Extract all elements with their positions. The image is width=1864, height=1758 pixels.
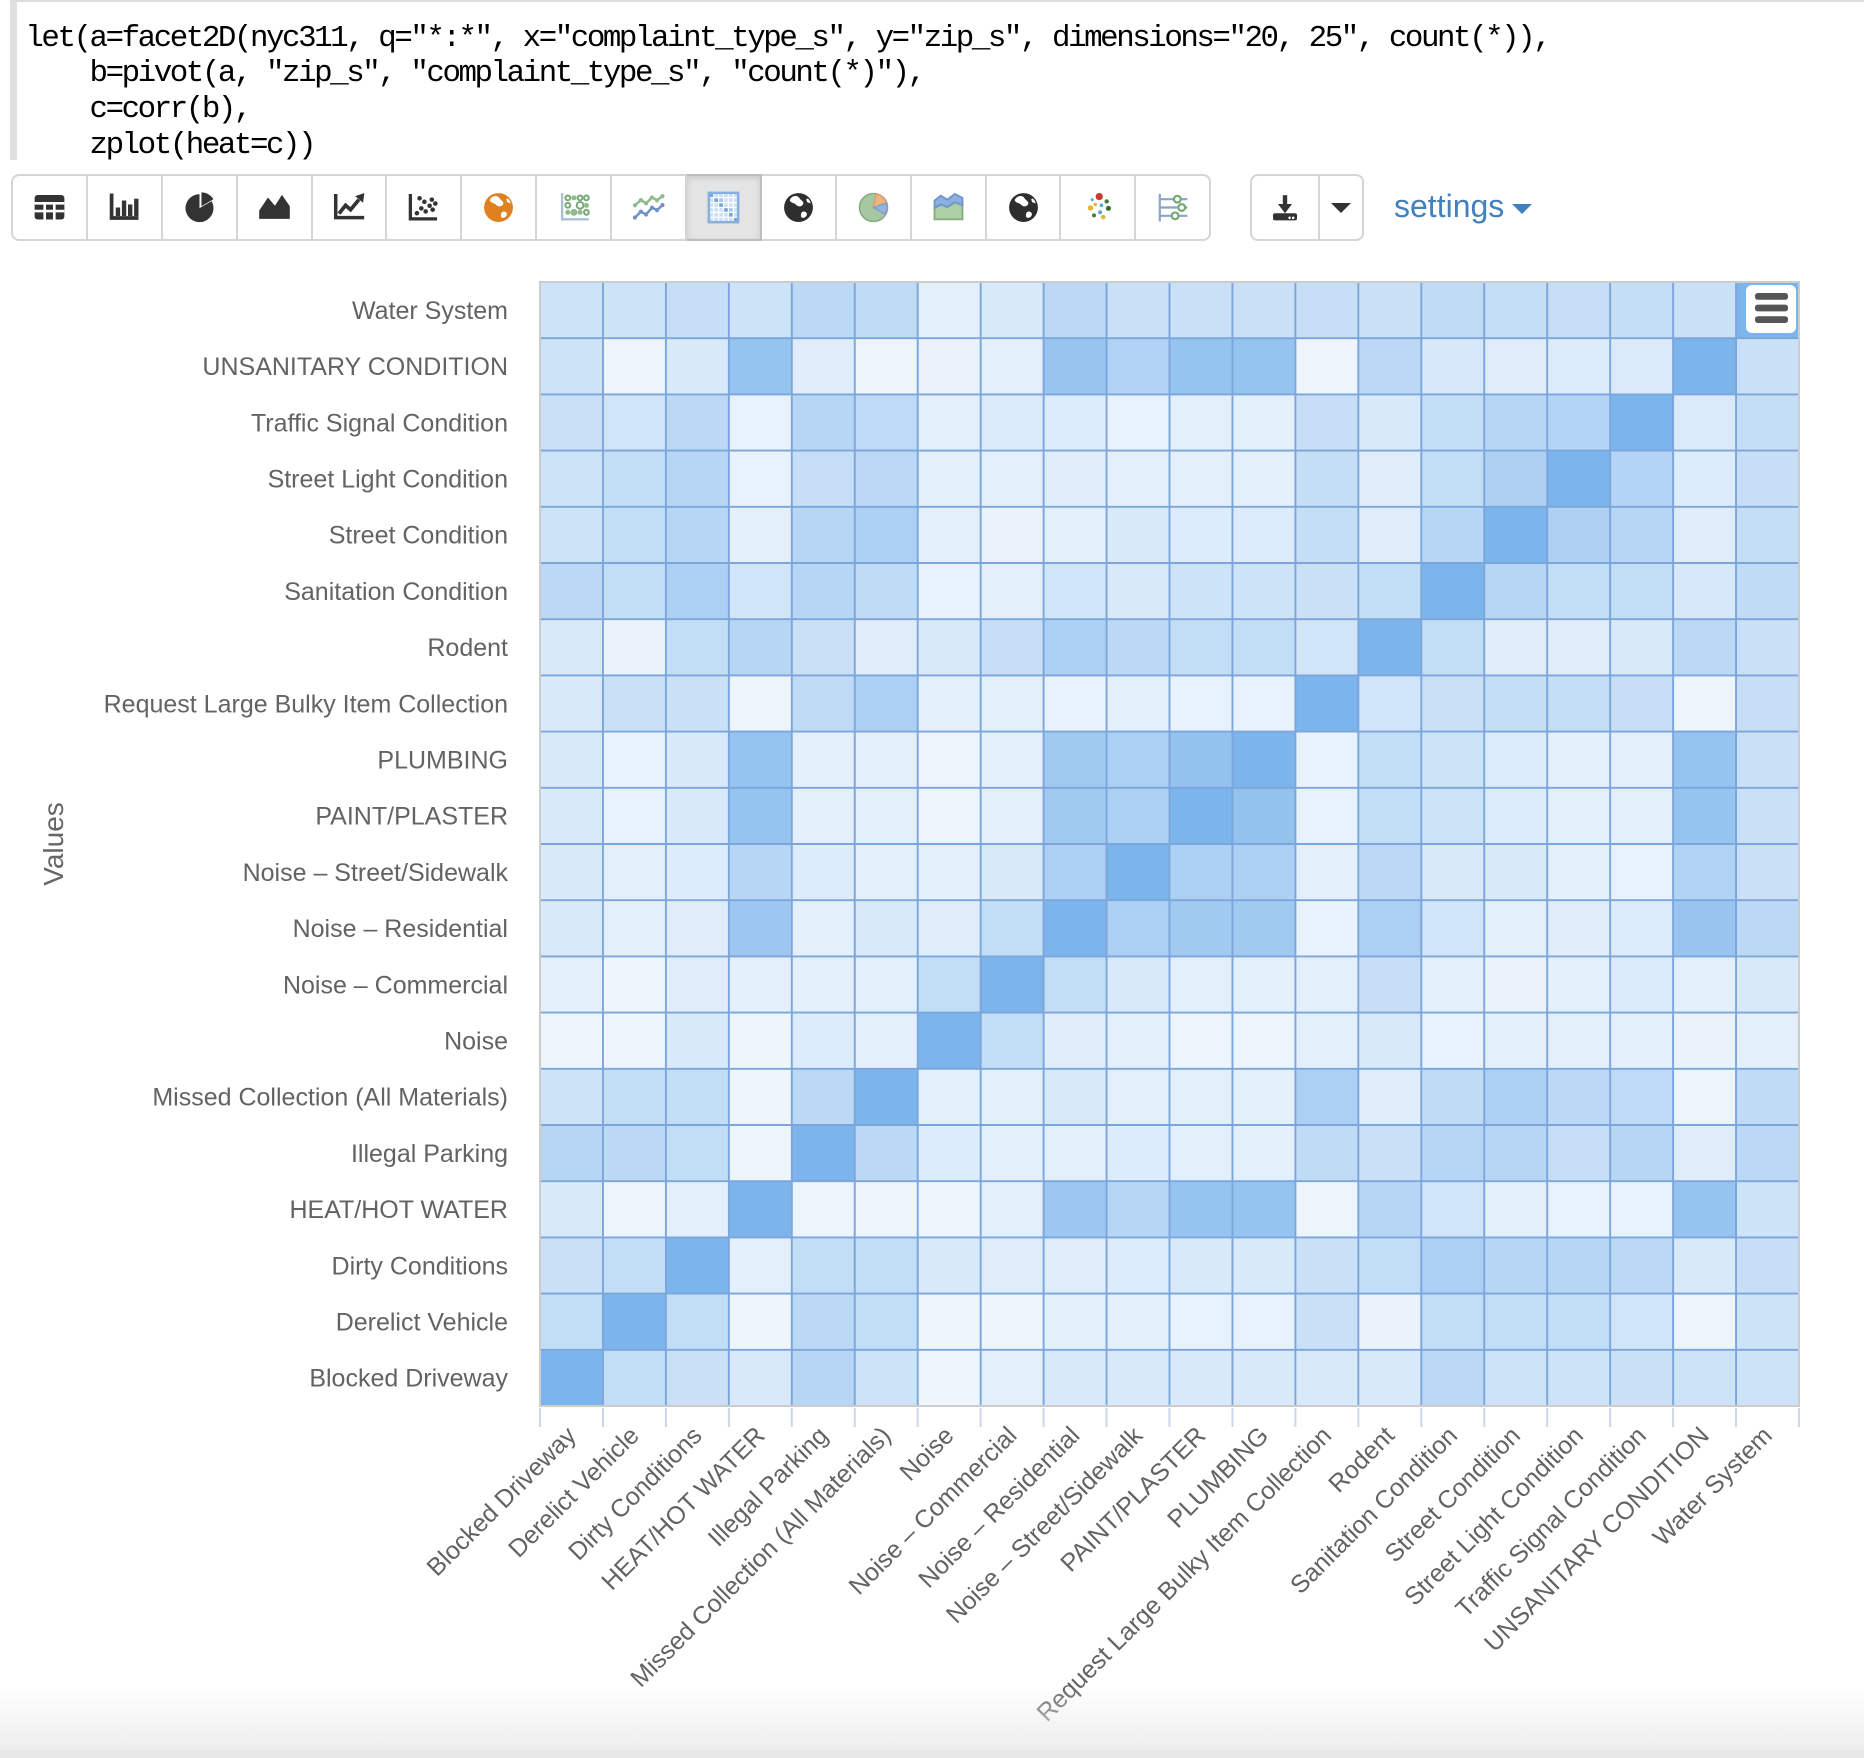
svg-text:Noise – Residential: Noise – Residential	[293, 915, 508, 943]
svg-text:Missed Collection (All Materia: Missed Collection (All Materials)	[152, 1084, 508, 1112]
svg-text:Illegal Parking: Illegal Parking	[351, 1140, 508, 1168]
svg-text:Noise – Commercial: Noise – Commercial	[283, 971, 508, 999]
svg-text:Street Light Condition: Street Light Condition	[268, 466, 508, 494]
svg-text:UNSANITARY CONDITION: UNSANITARY CONDITION	[202, 353, 508, 381]
svg-text:Derelict Vehicle: Derelict Vehicle	[336, 1309, 508, 1337]
svg-text:HEAT/HOT WATER: HEAT/HOT WATER	[289, 1196, 508, 1224]
svg-text:Request Large Bulky Item Colle: Request Large Bulky Item Collection	[104, 690, 508, 718]
svg-text:Street Condition: Street Condition	[329, 522, 508, 550]
svg-text:Traffic Signal Condition: Traffic Signal Condition	[251, 409, 508, 437]
svg-text:Dirty Conditions: Dirty Conditions	[332, 1252, 508, 1280]
svg-text:Noise – Street/Sidewalk: Noise – Street/Sidewalk	[243, 859, 509, 887]
svg-text:Blocked Driveway: Blocked Driveway	[309, 1365, 508, 1393]
svg-text:PAINT/PLASTER: PAINT/PLASTER	[315, 803, 508, 831]
svg-text:Sanitation Condition: Sanitation Condition	[284, 578, 508, 606]
svg-text:Values: Values	[38, 802, 69, 886]
svg-text:PLUMBING: PLUMBING	[377, 747, 508, 775]
svg-text:Water System: Water System	[352, 297, 508, 325]
svg-text:Noise: Noise	[444, 1028, 508, 1056]
svg-text:Rodent: Rodent	[427, 634, 508, 662]
